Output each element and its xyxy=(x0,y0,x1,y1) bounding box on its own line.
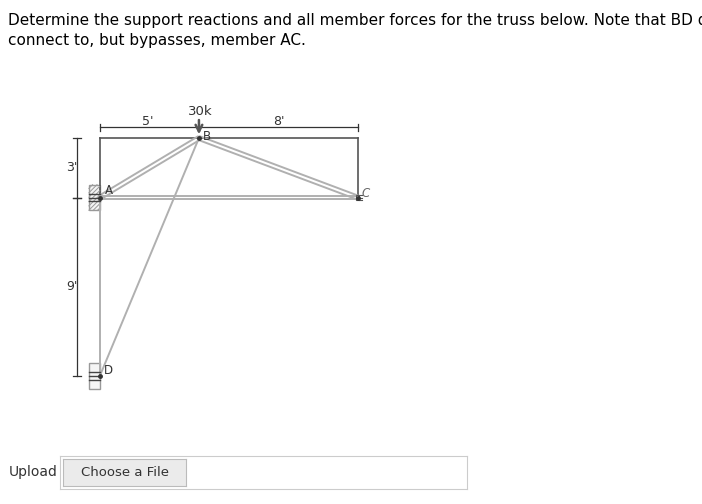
Text: 3': 3' xyxy=(66,161,77,174)
Text: B: B xyxy=(202,131,211,144)
Text: 8': 8' xyxy=(273,115,285,128)
Bar xyxy=(89,363,100,389)
Text: connect to, but bypasses, member AC.: connect to, but bypasses, member AC. xyxy=(8,33,306,48)
Text: Upload: Upload xyxy=(8,465,58,479)
Text: C: C xyxy=(362,186,370,200)
Bar xyxy=(356,196,359,200)
Text: 9': 9' xyxy=(66,280,77,293)
Text: A: A xyxy=(105,183,113,197)
Text: Choose a File: Choose a File xyxy=(81,466,168,479)
Bar xyxy=(89,184,100,211)
Text: Determine the support reactions and all member forces for the truss below. Note : Determine the support reactions and all … xyxy=(8,13,702,28)
Text: 5': 5' xyxy=(143,115,154,128)
Text: D: D xyxy=(104,364,113,377)
Text: 30k: 30k xyxy=(188,105,213,118)
